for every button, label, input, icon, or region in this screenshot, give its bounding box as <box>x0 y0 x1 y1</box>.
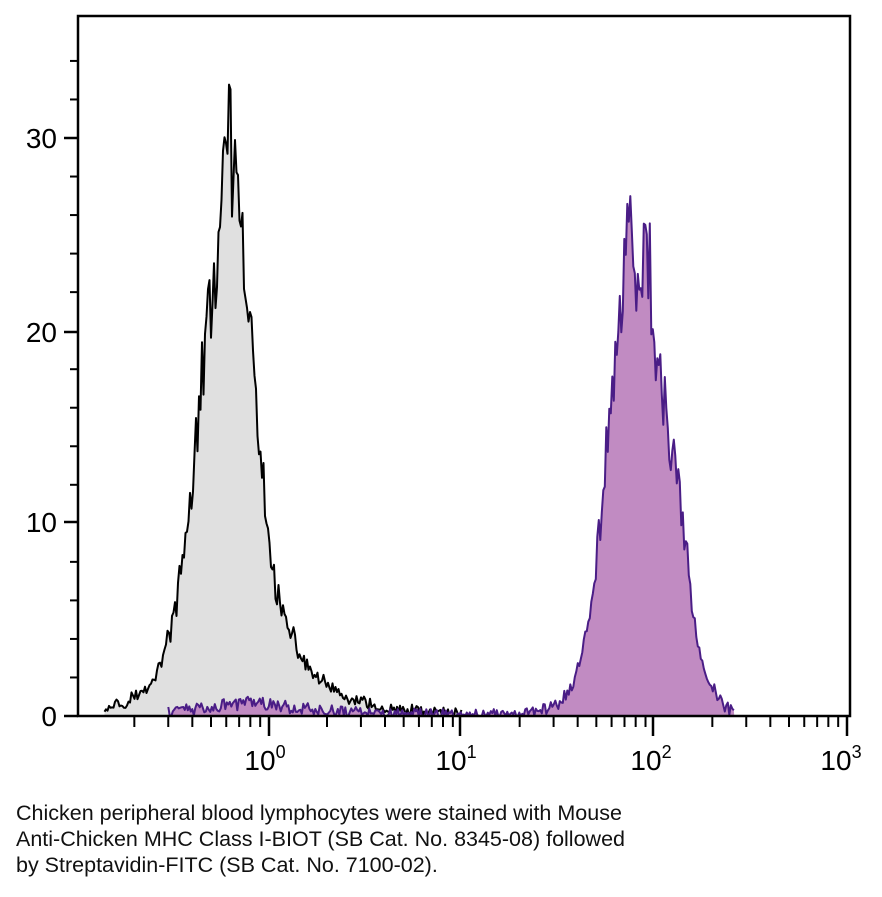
caption-line: by Streptavidin-FITC (SB Cat. No. 7100-0… <box>16 853 438 877</box>
y-axis: 0 10 20 30 <box>26 123 78 732</box>
series-layer <box>103 83 735 717</box>
y-tick-label: 30 <box>26 123 57 154</box>
y-tick-label: 10 <box>26 507 57 538</box>
series-1-line <box>167 195 735 717</box>
caption-line: Anti-Chicken MHC Class I-BIOT (SB Cat. N… <box>16 827 625 851</box>
series-1-fill <box>168 196 735 717</box>
plot-frame <box>76 14 852 718</box>
x-tick-label: 100 <box>244 742 285 776</box>
figure-caption: Chicken peripheral blood lymphocytes wer… <box>16 800 866 878</box>
x-tick-label: 103 <box>820 742 861 776</box>
histogram-chart: 0 10 20 30 100 101 102 103 <box>26 14 862 776</box>
y-tick-label: 0 <box>41 701 57 732</box>
series-0-fill <box>104 84 462 717</box>
minor-ticks <box>70 59 840 727</box>
x-axis: 100 101 102 103 <box>244 716 862 776</box>
caption-line: Chicken peripheral blood lymphocytes wer… <box>16 801 622 825</box>
x-tick-label: 101 <box>435 742 476 776</box>
x-tick-label: 102 <box>630 742 671 776</box>
y-tick-label: 20 <box>26 317 57 348</box>
